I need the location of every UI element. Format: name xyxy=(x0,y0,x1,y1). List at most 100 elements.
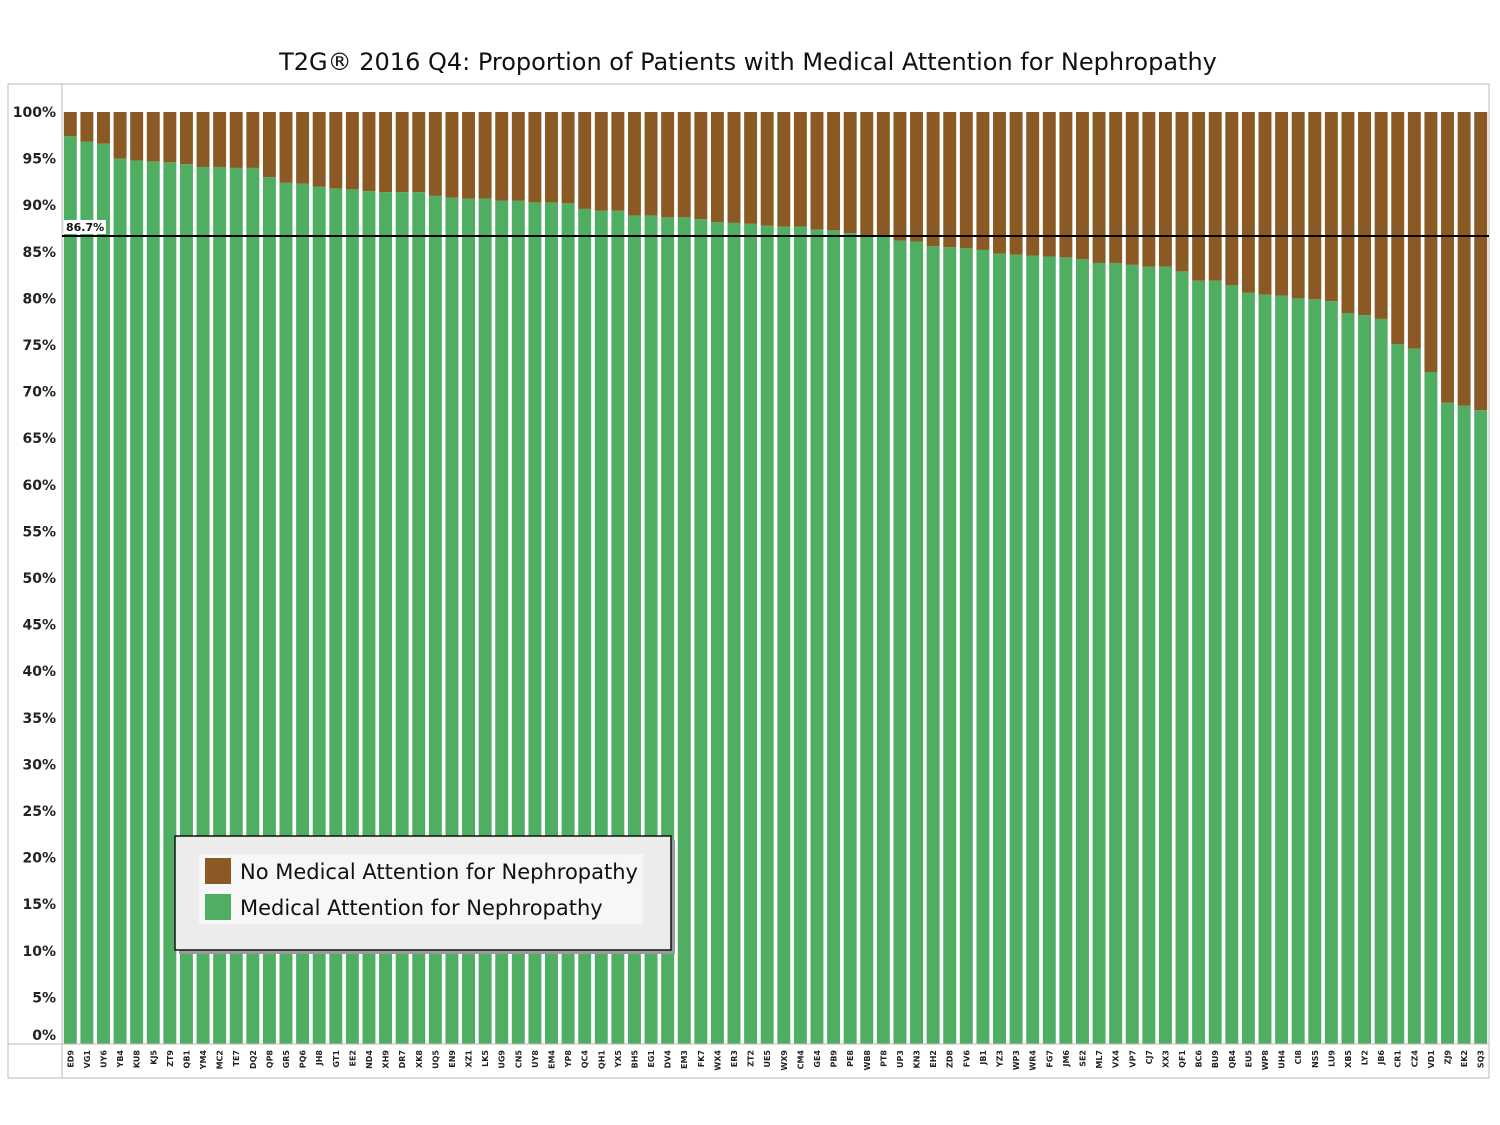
y-tick-label: 25% xyxy=(22,804,56,820)
x-tick-label: XZ1 xyxy=(465,1050,474,1068)
bar-medical-attention-pe8 xyxy=(843,233,857,1044)
bar-medical-attention-qf1 xyxy=(1175,271,1189,1044)
bar-medical-attention-xh9 xyxy=(379,192,393,1044)
x-tick-label: FG7 xyxy=(1045,1050,1054,1068)
bar-no-medical-attention-pe8 xyxy=(843,112,857,234)
bar-medical-attention-nd4 xyxy=(362,191,376,1045)
bar-medical-attention-wb8 xyxy=(860,235,874,1044)
bar-medical-attention-qr4 xyxy=(1225,285,1239,1045)
bar-no-medical-attention-fv6 xyxy=(959,112,973,249)
bar-medical-attention-ns5 xyxy=(1308,299,1322,1045)
bar-no-medical-attention-vg1 xyxy=(80,112,94,142)
x-tick-label: QH1 xyxy=(597,1050,606,1069)
bar-no-medical-attention-eu5 xyxy=(1241,112,1255,293)
x-tick-label: YZ3 xyxy=(996,1050,1005,1068)
bar-medical-attention-em4 xyxy=(545,202,558,1044)
x-tick-label: ND4 xyxy=(365,1050,374,1069)
bar-medical-attention-kn3 xyxy=(910,241,924,1045)
x-tick-label: VG1 xyxy=(83,1050,92,1069)
y-tick-label: 50% xyxy=(22,571,56,587)
bar-no-medical-attention-qb1 xyxy=(179,112,193,165)
bar-medical-attention-jm6 xyxy=(1059,257,1073,1044)
reference-label-background xyxy=(64,219,106,234)
x-tick-label: ML7 xyxy=(1095,1050,1104,1069)
y-tick-label: 75% xyxy=(22,338,56,354)
bar-medical-attention-cm4 xyxy=(793,226,807,1044)
bar-no-medical-attention-qf1 xyxy=(1175,112,1189,272)
x-tick-label: JH8 xyxy=(315,1050,324,1067)
bar-no-medical-attention-sq3 xyxy=(1474,112,1488,411)
legend-swatch xyxy=(205,858,231,884)
bar-no-medical-attention-yz3 xyxy=(993,112,1006,254)
bar-no-medical-attention-em3 xyxy=(677,112,691,218)
y-tick-label: 70% xyxy=(22,385,56,401)
x-tick-label: VP7 xyxy=(1128,1050,1137,1068)
y-tick-label: 65% xyxy=(22,431,56,447)
x-tick-label: WP8 xyxy=(1261,1050,1270,1071)
bar-no-medical-attention-wp8 xyxy=(1258,112,1272,295)
bar-medical-attention-qc4 xyxy=(578,208,592,1044)
bar-no-medical-attention-dv4 xyxy=(661,112,675,218)
bar-no-medical-attention-fg7 xyxy=(1042,112,1056,257)
x-tick-label: EM3 xyxy=(680,1050,689,1069)
x-tick-label: QC4 xyxy=(581,1050,590,1069)
bar-no-medical-attention-gt1 xyxy=(329,112,343,189)
x-tick-label: PB9 xyxy=(830,1050,839,1068)
bar-no-medical-attention-zj9 xyxy=(1441,112,1454,403)
x-tick-label: UY8 xyxy=(531,1050,540,1068)
bar-medical-attention-ed9 xyxy=(63,136,77,1045)
bar-medical-attention-uq5 xyxy=(428,195,442,1044)
x-tick-label: ZJ9 xyxy=(1444,1050,1453,1065)
bar-no-medical-attention-fk7 xyxy=(694,112,708,220)
reference-line-group: 86.7% xyxy=(62,219,1489,237)
x-axis: ED9 VG1 UY6 YB4 KU8 KJ5 ZT9 QB1 YM4 MC2 TE7 DQ2 QP8 G… xyxy=(8,1043,1489,1071)
bar-medical-attention-uh4 xyxy=(1275,295,1289,1045)
x-tick-label: JB6 xyxy=(1377,1050,1386,1066)
x-tick-label: UP3 xyxy=(896,1050,905,1068)
bar-medical-attention-wx4 xyxy=(710,221,724,1045)
bar-no-medical-attention-wx4 xyxy=(710,112,724,222)
bar-medical-attention-zt2 xyxy=(744,223,758,1045)
bar-no-medical-attention-xx3 xyxy=(1158,112,1172,267)
bar-medical-attention-er3 xyxy=(727,222,741,1044)
bar-no-medical-attention-ed9 xyxy=(63,112,77,137)
bar-no-medical-attention-ee2 xyxy=(345,112,359,190)
bar-no-medical-attention-ue5 xyxy=(760,112,774,226)
x-tick-label: XX3 xyxy=(1161,1050,1170,1068)
x-tick-label: ER3 xyxy=(730,1050,739,1067)
bar-medical-attention-yp8 xyxy=(561,203,575,1045)
bar-no-medical-attention-up3 xyxy=(893,112,907,241)
bar-medical-attention-cn5 xyxy=(511,200,525,1045)
x-tick-label: TE7 xyxy=(232,1050,241,1067)
y-tick-label: 80% xyxy=(22,291,56,307)
bar-medical-attention-en9 xyxy=(445,197,459,1045)
bar-no-medical-attention-wb8 xyxy=(860,112,874,236)
bar-medical-attention-yz3 xyxy=(993,253,1006,1044)
y-tick-label: 0% xyxy=(32,1028,56,1044)
bar-no-medical-attention-eg1 xyxy=(644,112,658,216)
bar-medical-attention-fv6 xyxy=(959,248,973,1044)
x-tick-label: ZT2 xyxy=(747,1050,756,1067)
chart-frame xyxy=(7,83,1490,1079)
bar-no-medical-attention-zt2 xyxy=(744,112,758,224)
bar-medical-attention-ly2 xyxy=(1358,315,1372,1044)
bar-no-medical-attention-qr4 xyxy=(1225,112,1239,286)
bar-no-medical-attention-ml7 xyxy=(1092,112,1106,263)
x-tick-label: PQ6 xyxy=(299,1050,308,1069)
bar-no-medical-attention-ek2 xyxy=(1457,112,1471,406)
bar-no-medical-attention-cn5 xyxy=(511,112,525,201)
bar-medical-attention-gt1 xyxy=(329,188,343,1045)
bar-no-medical-attention-vp7 xyxy=(1125,112,1139,265)
x-tick-label: BH5 xyxy=(630,1050,639,1069)
x-tick-label: LU9 xyxy=(1327,1050,1336,1067)
bar-no-medical-attention-cm4 xyxy=(793,112,807,227)
x-tick-label: CN5 xyxy=(514,1050,523,1069)
bar-no-medical-attention-lk5 xyxy=(478,112,492,199)
bar-no-medical-attention-qp8 xyxy=(262,112,276,178)
x-tick-label: MC2 xyxy=(216,1050,225,1069)
x-tick-label: WB8 xyxy=(863,1050,872,1071)
x-tick-label: CZ4 xyxy=(1410,1050,1419,1068)
bar-medical-attention-pq6 xyxy=(296,183,310,1044)
x-tick-label: WX9 xyxy=(780,1050,789,1071)
x-tick-label: WX4 xyxy=(713,1050,722,1071)
